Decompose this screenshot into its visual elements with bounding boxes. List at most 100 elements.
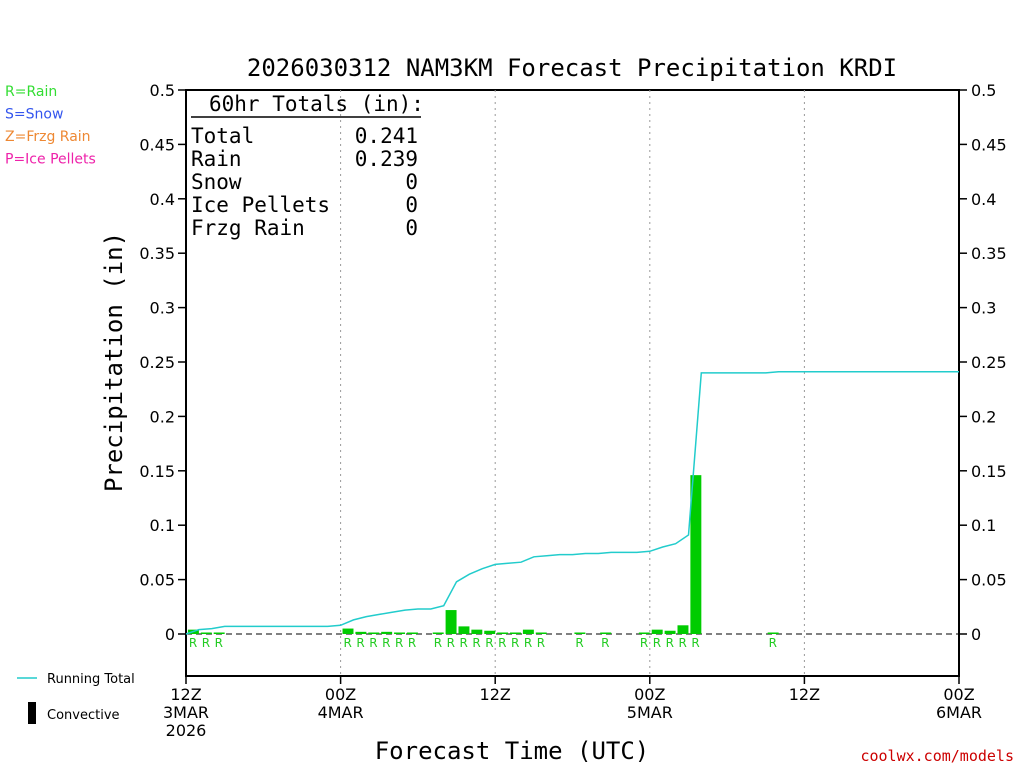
series-legend-label: Running Total (47, 672, 135, 687)
convective-legend-swatch (28, 702, 36, 724)
precip-type-legend: R=Rain S=Snow Z=Frzg Rain P=Ice Pellets (5, 84, 96, 168)
precip-type-mark: R (395, 636, 403, 650)
series-legend: Running Total Convective (17, 672, 135, 724)
y-tick-label: 0.5 (150, 81, 175, 100)
precip-bar (522, 629, 534, 634)
y-tick-label: 0.1 (150, 516, 175, 535)
totals-row-label: Total (191, 124, 254, 148)
y-tick-label: 0.3 (150, 299, 175, 318)
x-tick-label: 5MAR (627, 703, 673, 722)
precip-type-mark: R (678, 636, 686, 650)
totals-row-label: Snow (191, 170, 242, 194)
totals-row-value: 0 (405, 216, 418, 240)
precip-type-mark: R (369, 636, 377, 650)
precip-type-mark: R (447, 636, 455, 650)
precip-bar (638, 632, 650, 634)
precip-type-mark: R (601, 636, 609, 650)
y-tick-label: 0.4 (150, 190, 175, 209)
precip-type-mark: R (666, 636, 674, 650)
precip-type-mark: R (202, 636, 210, 650)
totals-row-label: Ice Pellets (191, 193, 330, 217)
precip-bar (200, 632, 212, 634)
y-tick-label: 0.35 (139, 244, 175, 263)
precip-bars (187, 475, 779, 634)
totals-row-value: 0 (405, 193, 418, 217)
precip-bar (484, 630, 496, 634)
x-tick-label: 3MAR (163, 703, 209, 722)
y-tick-label: 0.15 (971, 462, 1007, 481)
totals-row-value: 0.239 (355, 147, 418, 171)
y-tick-label: 0 (165, 625, 175, 644)
precip-bar (381, 631, 393, 634)
y-tick-label: 0.45 (971, 135, 1007, 154)
grid-lines (340, 90, 805, 676)
totals-row-label: Frzg Rain (191, 216, 305, 240)
y-tick-label: 0.3 (971, 299, 996, 318)
precip-bar (767, 632, 779, 634)
precip-bar (664, 630, 676, 634)
precip-bar (458, 626, 470, 634)
precip-type-legend-item: S=Snow (5, 107, 63, 123)
totals-row-value: 0.241 (355, 124, 418, 148)
x-tick-label: 12Z (789, 685, 820, 704)
x-axis-label: Forecast Time (UTC) (375, 737, 650, 765)
y-tick-label: 0.15 (139, 462, 175, 481)
y-tick-label: 0.25 (139, 353, 175, 372)
precip-type-mark: R (434, 636, 442, 650)
chart-title: 2026030312 NAM3KM Forecast Precipitation… (247, 54, 897, 82)
y-tick-label: 0.1 (971, 516, 996, 535)
precip-type-mark: R (640, 636, 648, 650)
precip-type-mark: R (485, 636, 493, 650)
precip-bar (690, 475, 702, 634)
precip-bar (471, 629, 483, 634)
x-tick-label: 00Z (943, 685, 974, 704)
x-tick-label: 2026 (166, 721, 207, 740)
precip-type-mark: R (215, 636, 223, 650)
precip-type-mark: R (472, 636, 480, 650)
precip-bar (574, 632, 586, 634)
precip-bar (342, 628, 354, 634)
running-total-line (185, 371, 959, 635)
precip-bar (677, 625, 689, 634)
precip-type-mark: R (189, 636, 197, 650)
y-tick-label: 0.35 (971, 244, 1007, 263)
precip-bar (600, 632, 612, 634)
x-tick-label: 12Z (170, 685, 201, 704)
precip-type-mark: R (459, 636, 467, 650)
precip-bar (368, 632, 380, 634)
x-tick-label: 00Z (325, 685, 356, 704)
totals-header: 60hr Totals (in): (209, 92, 424, 116)
precip-type-mark: R (408, 636, 416, 650)
x-tick-label: 6MAR (936, 703, 982, 722)
precip-bar (510, 632, 521, 634)
precip-type-mark: R (498, 636, 506, 650)
y-tick-label: 0.5 (971, 81, 996, 100)
y-axis-left: 0 0.05 0.1 0.15 0.2 0.25 0.3 0.35 0.4 0.45 0.5 (139, 81, 186, 644)
precip-type-mark: R (511, 636, 519, 650)
precip-type-legend-item: R=Rain (5, 84, 57, 100)
y-axis-right: 0 0.05 0.1 0.15 0.2 0.25 0.3 0.35 0.4 0.45 0.5 (959, 81, 1007, 644)
series-legend-label: Convective (47, 708, 120, 723)
precip-bar (497, 632, 509, 634)
x-tick-label: 00Z (634, 685, 665, 704)
totals-row-label: Rain (191, 147, 242, 171)
precip-type-mark: R (769, 636, 777, 650)
precip-type-mark: R (524, 636, 532, 650)
precip-type-mark: R (653, 636, 661, 650)
totals-box: 60hr Totals (in): Total 0.241 Rain 0.239 Sno… (191, 92, 424, 240)
y-tick-label: 0.2 (150, 407, 175, 426)
y-tick-label: 0.2 (971, 407, 996, 426)
y-axis-label: Precipitation (in) (100, 232, 128, 492)
precip-bar (394, 632, 406, 634)
precip-bar (445, 610, 457, 634)
y-tick-label: 0.4 (971, 190, 996, 209)
precip-bar (355, 631, 367, 634)
totals-row-value: 0 (405, 170, 418, 194)
x-tick-label: 12Z (480, 685, 511, 704)
plot-frame (185, 89, 960, 677)
precip-type-mark: R (691, 636, 699, 650)
precip-type-legend-item: P=Ice Pellets (5, 152, 96, 168)
